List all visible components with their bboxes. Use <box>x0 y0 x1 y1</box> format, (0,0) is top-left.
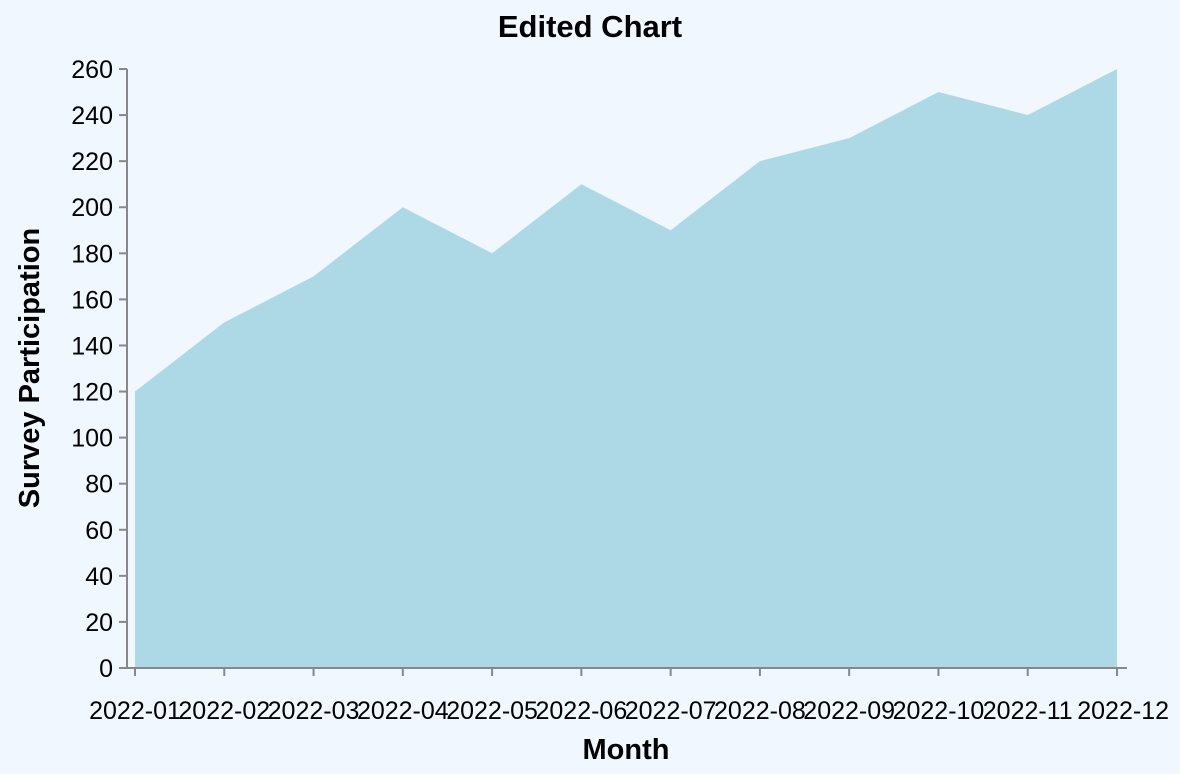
x-tick-label: 2022-09 <box>803 697 895 725</box>
y-tick-label: 40 <box>85 563 113 591</box>
y-tick-label: 20 <box>85 609 113 637</box>
y-tick-label: 220 <box>71 148 113 176</box>
y-tick-label: 60 <box>85 517 113 545</box>
x-tick-label: 2022-07 <box>625 697 717 725</box>
x-tick-label: 2022-11 <box>983 697 1073 725</box>
x-axis-title: Month <box>583 734 670 766</box>
y-tick-label: 260 <box>71 56 113 84</box>
x-tick-label: 2022-01 <box>89 697 181 725</box>
y-tick-label: 100 <box>71 425 113 453</box>
y-tick-label: 0 <box>99 655 113 683</box>
x-tick-label: 2022-12 <box>1077 697 1169 725</box>
x-tick-label: 2022-03 <box>268 697 360 725</box>
y-axis: 0 20 40 60 80 100 120 140 160 180 200 220 240 260 <box>71 56 128 683</box>
x-tick-label: 2022-06 <box>535 697 627 725</box>
x-tick-label: 2022-02 <box>178 697 270 725</box>
y-tick-label: 120 <box>71 379 113 407</box>
y-tick-label: 240 <box>71 102 113 130</box>
chart-title: Edited Chart <box>498 9 682 44</box>
x-axis: 2022-012022-022022-032022-042022-052022-… <box>89 667 1169 725</box>
x-tick-label: 2022-08 <box>714 697 806 725</box>
y-tick-label: 80 <box>85 471 113 499</box>
y-tick-label: 180 <box>71 240 113 268</box>
x-tick-label: 2022-05 <box>446 697 538 725</box>
x-tick-label: 2022-10 <box>893 697 985 725</box>
plot-area <box>135 69 1117 668</box>
y-tick-label: 200 <box>71 194 113 222</box>
area-series <box>135 69 1117 668</box>
y-axis-title: Survey Participation <box>14 228 46 508</box>
y-tick-label: 140 <box>71 332 113 360</box>
y-tick-label: 160 <box>71 286 113 314</box>
x-tick-label: 2022-04 <box>357 697 449 725</box>
